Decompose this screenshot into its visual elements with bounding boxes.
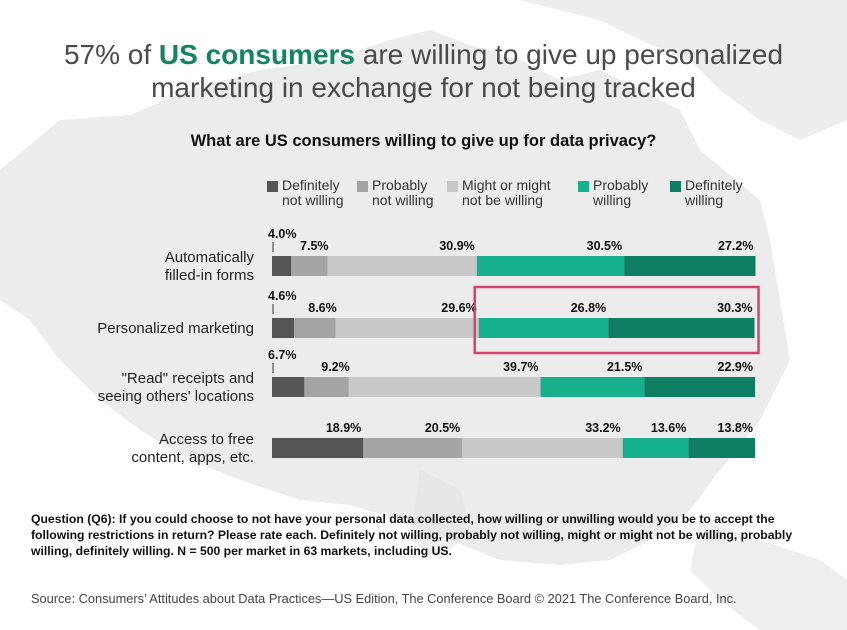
legend-label: Definitely willing [685,177,743,208]
value-label: 6.7% [268,348,297,362]
value-label: 39.7% [503,360,538,374]
value-label: 7.5% [300,239,329,253]
bar-segment [348,377,541,397]
category-label: seeing others' locations [98,388,254,405]
legend-swatch [447,181,458,192]
bar-segment [291,256,328,276]
bar-segment [478,318,609,338]
legend-item-might-or-might-not-be-willing: Might or might not be willing [447,178,551,208]
title-line-2: marketing in exchange for not being trac… [151,72,696,103]
bar-segment [608,318,755,338]
bar-segment [540,377,645,397]
bar-segment [476,256,625,276]
value-label: 33.2% [585,421,620,435]
chart-title: What are US consumers willing to give up… [190,132,657,150]
value-label: 4.0% [268,227,297,241]
legend-item-definitely-not-willing: Definitely not willing [267,178,343,208]
value-label: 18.9% [326,421,361,435]
category-label: Access to free [159,431,254,448]
value-label: 21.5% [607,360,642,374]
legend-swatch [578,181,589,192]
value-label: 4.6% [268,289,297,303]
bar-segment [462,438,623,458]
bar-segment [363,438,463,458]
bar-segment [688,438,755,458]
value-label: 29.6% [441,301,476,315]
value-label: 8.6% [308,301,337,315]
category-label: Automatically [165,249,255,266]
category-label: content, apps, etc. [131,449,254,466]
category-label: Personalized marketing [97,320,254,337]
bar-segment [624,256,756,276]
main-title: 57% of US consumers are willing to give … [0,38,847,104]
title-rest: are willing to give up personalized [355,39,784,70]
bar-segment [272,438,364,458]
value-label: 13.8% [718,421,753,435]
value-label: 30.5% [587,239,622,253]
bar-segment [335,318,479,338]
legend-label: Probably willing [593,177,649,208]
legend-item-probably-willing: Probably willing [578,178,648,208]
highlight-box [473,285,760,355]
bar-segment [272,377,305,397]
question-footnote: Question (Q6): If you could choose to no… [31,512,793,558]
value-label: 13.6% [651,421,686,435]
bar-segment [304,377,349,397]
bar-segment [644,377,755,397]
legend-swatch [357,181,368,192]
value-label: 9.2% [321,360,350,374]
title-line-1: 57% of US consumers are willing to give … [0,38,847,71]
bar-segment [327,256,477,276]
category-label: filled-in forms [165,267,254,284]
bar-segment [294,318,336,338]
legend-item-definitely-willing: Definitely willing [670,178,743,208]
legend-swatch [670,181,681,192]
value-label: 22.9% [718,360,753,374]
value-label: 27.2% [718,239,753,253]
value-label: 26.8% [571,301,606,315]
bar-segment [272,256,292,276]
legend-label: Might or might not be willing [462,177,551,208]
legend-label: Probably not willing [372,177,434,208]
legend-item-probably-not-willing: Probably not willing [357,178,433,208]
legend-swatch [267,181,278,192]
value-label: 30.3% [717,301,752,315]
value-label: 20.5% [425,421,460,435]
value-label: 30.9% [439,239,474,253]
title-prefix: 57% of [63,39,159,70]
source-note: Source: Consumers’ Attitudes about Data … [31,591,737,606]
bar-segment [622,438,689,458]
category-label: "Read" receipts and [122,370,254,387]
bar-segment [272,318,295,338]
legend-label: Definitely not willing [282,177,344,208]
title-highlight: US consumers [158,39,355,70]
